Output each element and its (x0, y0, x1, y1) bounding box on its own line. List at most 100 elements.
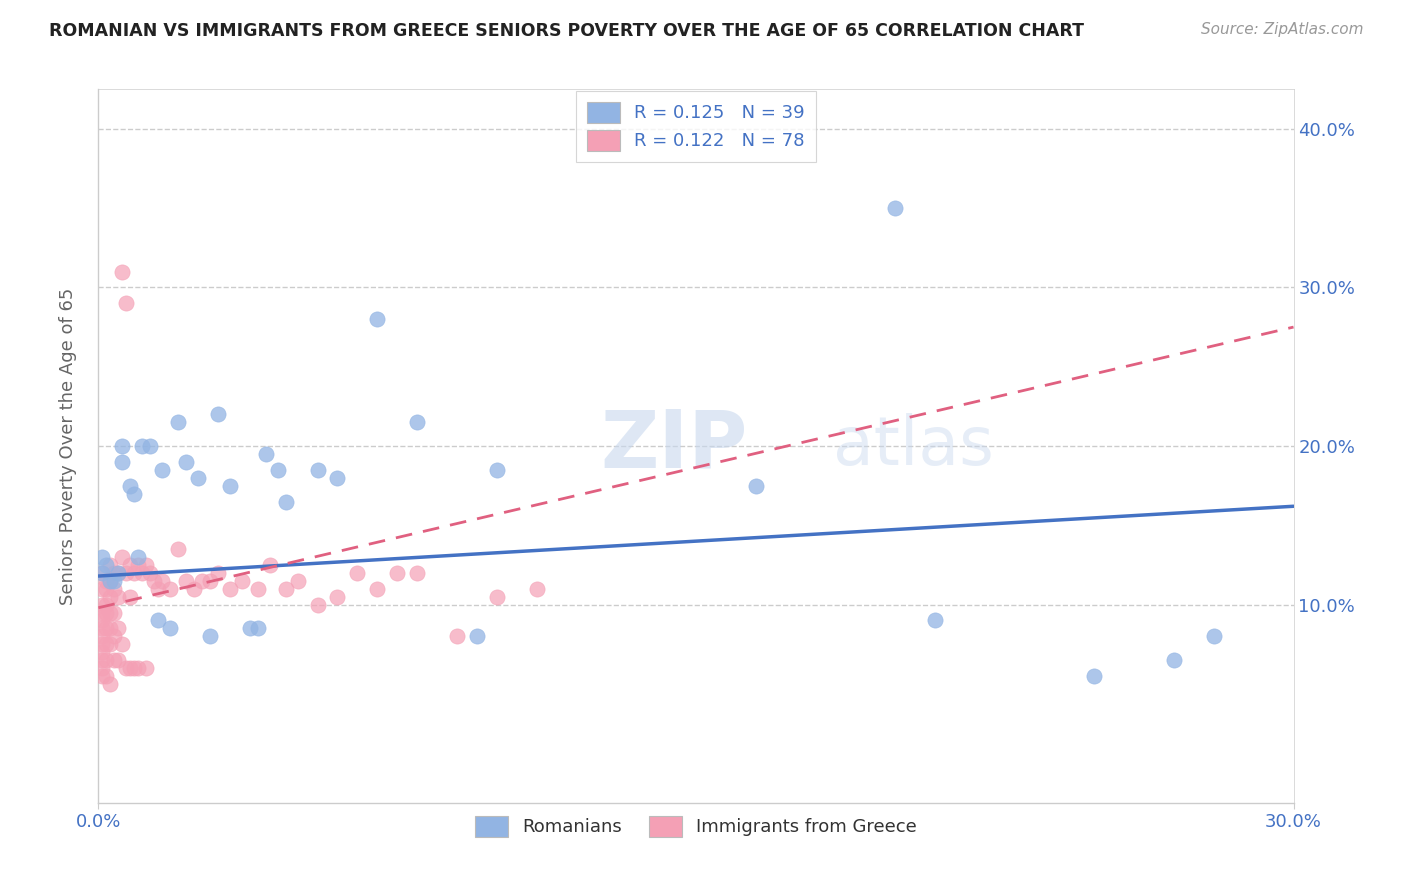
Point (127, 549, 149, 564)
Point (148, 614, 170, 628)
Point (91, 582, 114, 596)
Point (120, 478, 142, 492)
Point (91, 645, 114, 659)
Point (111, 637, 134, 651)
Point (485, 590, 508, 604)
Point (183, 582, 205, 596)
Point (485, 463, 508, 477)
Text: ZIP: ZIP (600, 407, 748, 485)
Point (191, 574, 214, 588)
Point (174, 574, 197, 588)
Point (159, 582, 181, 596)
Point (465, 629, 488, 643)
Point (103, 582, 125, 596)
Point (91, 566, 114, 580)
Point (326, 471, 349, 485)
Point (385, 566, 409, 580)
Point (924, 614, 946, 628)
Point (207, 566, 229, 580)
Point (120, 590, 142, 604)
Point (219, 582, 242, 596)
Point (91, 629, 114, 643)
Point (111, 455, 134, 469)
Point (96, 637, 118, 651)
Point (91, 566, 114, 580)
Point (135, 661, 157, 675)
Point (187, 471, 209, 485)
Point (1163, 653, 1185, 667)
Point (96, 669, 118, 683)
Point (406, 566, 429, 580)
Point (98, 621, 122, 635)
Point (326, 590, 349, 604)
Point (120, 558, 142, 572)
Point (98, 606, 122, 620)
Point (131, 566, 153, 580)
Point (124, 566, 146, 580)
Point (159, 621, 181, 635)
Point (246, 582, 269, 596)
Point (1202, 629, 1225, 643)
Point (1083, 669, 1105, 683)
Point (148, 582, 170, 596)
Point (198, 574, 221, 588)
Point (96, 606, 118, 620)
Point (274, 582, 297, 596)
Point (103, 653, 125, 667)
Point (103, 566, 125, 580)
Point (115, 566, 138, 580)
Point (96, 598, 118, 612)
Point (115, 296, 138, 310)
Point (267, 463, 290, 477)
Point (127, 661, 149, 675)
Point (103, 629, 125, 643)
Point (107, 590, 129, 604)
Point (254, 447, 277, 461)
Point (111, 264, 134, 278)
Point (103, 574, 125, 588)
Text: Source: ZipAtlas.com: Source: ZipAtlas.com (1201, 22, 1364, 37)
Point (239, 621, 262, 635)
Point (91, 621, 114, 635)
Point (884, 201, 907, 215)
Point (96, 582, 118, 596)
Point (139, 566, 162, 580)
Point (91, 653, 114, 667)
Point (124, 661, 146, 675)
Point (103, 606, 125, 620)
Point (231, 574, 253, 588)
Text: atlas: atlas (834, 413, 994, 479)
Point (135, 558, 157, 572)
Point (274, 494, 297, 508)
Point (167, 415, 190, 429)
Point (287, 574, 309, 588)
Point (111, 549, 134, 564)
Point (91, 606, 114, 620)
Point (446, 629, 468, 643)
Point (115, 661, 138, 675)
Point (366, 312, 388, 326)
Point (120, 661, 142, 675)
Point (96, 574, 118, 588)
Point (91, 661, 114, 675)
Point (127, 558, 149, 572)
Point (346, 566, 368, 580)
Point (167, 542, 190, 557)
Point (96, 558, 118, 572)
Point (91, 669, 114, 683)
Point (98, 677, 122, 691)
Point (745, 478, 768, 492)
Point (107, 653, 129, 667)
Point (259, 558, 281, 572)
Point (98, 637, 122, 651)
Point (91, 614, 114, 628)
Point (174, 455, 197, 469)
Point (143, 574, 166, 588)
Y-axis label: Seniors Poverty Over the Age of 65: Seniors Poverty Over the Age of 65 (59, 287, 77, 605)
Point (98, 590, 122, 604)
Point (207, 407, 229, 421)
Point (198, 629, 221, 643)
Legend: Romanians, Immigrants from Greece: Romanians, Immigrants from Greece (468, 808, 924, 844)
Point (307, 463, 329, 477)
Point (111, 439, 134, 453)
